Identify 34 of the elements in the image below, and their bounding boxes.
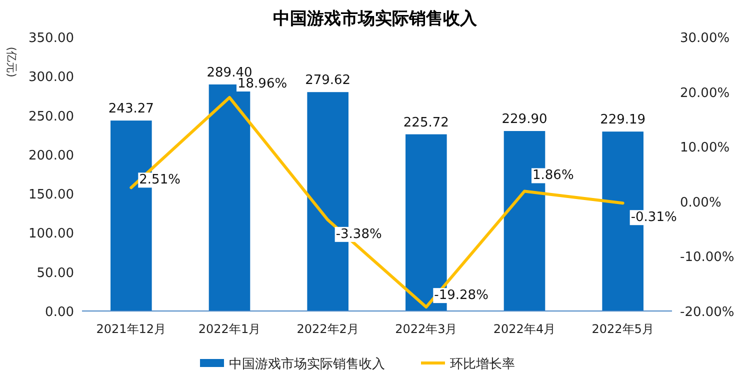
data-label: -0.31%: [630, 210, 677, 226]
y-tick-label: 200.00: [28, 148, 74, 164]
y-tick-label: 50.00: [36, 266, 74, 281]
x-tick-label: 2022年2月: [296, 322, 359, 336]
data-label: 279.62: [305, 73, 351, 88]
x-tick-label: 2022年4月: [493, 322, 556, 336]
legend-label: 中国游戏市场实际销售收入: [229, 357, 385, 372]
y2-tick-label: 0.00%: [680, 195, 722, 210]
y-tick-label: 300.00: [28, 70, 74, 86]
y2-tick-label: 20.00%: [680, 86, 730, 101]
y2-tick-label: 30.00%: [680, 31, 730, 46]
y-tick-label: 150.00: [28, 188, 74, 203]
y2-tick-label: -20.00%: [680, 305, 734, 320]
y-tick-label: 250.00: [28, 109, 74, 124]
x-tick-label: 2022年1月: [198, 322, 261, 336]
y2-tick-label: 10.00%: [680, 140, 730, 156]
data-label: 229.19: [600, 112, 646, 128]
y-tick-label: 100.00: [28, 226, 74, 242]
y-tick-label: 350.00: [28, 31, 74, 46]
data-label: 2.51%: [139, 172, 180, 188]
y-tick-label: 0.00: [45, 305, 74, 320]
legend-label: 环比增长率: [450, 356, 515, 372]
x-tick-label: 2022年5月: [592, 322, 654, 336]
y-axis-title: (亿元): [5, 46, 18, 78]
chart-title: 中国游戏市场实际销售收入: [273, 9, 478, 29]
x-tick-label: 2021年12月: [96, 322, 166, 336]
x-tick-label: 2022年3月: [395, 322, 458, 336]
data-label: -19.28%: [434, 288, 488, 304]
data-label: 229.90: [502, 112, 548, 128]
data-label: 225.72: [403, 115, 449, 130]
data-label: 243.27: [108, 102, 154, 117]
data-label: 1.86%: [532, 168, 574, 184]
data-label: -3.38%: [336, 226, 382, 242]
y2-tick-label: -10.00%: [680, 250, 734, 266]
